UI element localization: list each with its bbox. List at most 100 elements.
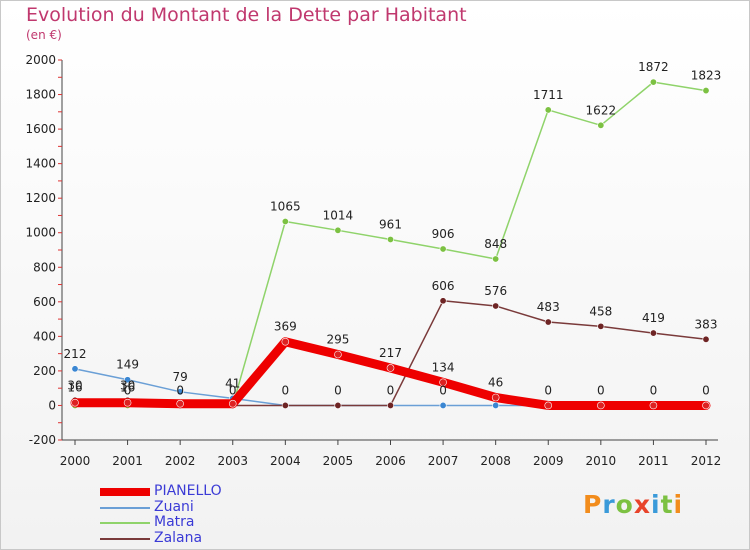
x-tick-label: 2007 xyxy=(428,454,459,468)
legend-item-zalana: Zalana xyxy=(100,529,320,547)
data-label-zuani: 149 xyxy=(116,358,139,372)
axes: -200020040060080010001200140016001800200… xyxy=(25,53,721,468)
legend-label: PIANELLO xyxy=(154,483,222,499)
data-point-pianello xyxy=(597,401,605,410)
data-label-pianello: 134 xyxy=(432,360,455,374)
data-label-matra: 1823 xyxy=(691,69,722,83)
data-point-pianello xyxy=(334,350,342,359)
legend-swatch xyxy=(100,537,150,540)
logo-letter: P xyxy=(583,490,603,519)
chart-title: Evolution du Montant de la Dette par Hab… xyxy=(26,4,467,26)
legend-item-zuani: Zuani xyxy=(100,498,320,516)
logo-letter: x xyxy=(633,490,651,519)
x-tick-label: 2006 xyxy=(375,454,406,468)
data-label-pianello: 0 xyxy=(650,383,658,397)
data-point-zalana xyxy=(544,318,552,326)
data-label-pianello: 295 xyxy=(326,333,349,347)
data-label-matra: 1622 xyxy=(586,103,617,117)
x-tick-label: 2008 xyxy=(480,454,511,468)
data-point-matra xyxy=(702,87,710,95)
chart-unit: (en €) xyxy=(26,28,62,42)
data-label-zalana: 576 xyxy=(484,284,507,298)
data-label-matra: 1872 xyxy=(638,60,669,74)
y-tick-label: 1200 xyxy=(25,191,56,205)
data-label-matra: 0 xyxy=(124,383,132,397)
data-label-pianello: 16 xyxy=(67,381,82,395)
x-tick-label: 2000 xyxy=(60,454,91,468)
data-point-zalana xyxy=(334,401,342,409)
y-tick-label: 400 xyxy=(33,329,56,343)
x-tick-label: 2004 xyxy=(270,454,301,468)
data-point-matra xyxy=(492,255,500,263)
data-point-zuani xyxy=(71,365,79,373)
legend: PIANELLO Zuani Matra Zalana xyxy=(100,483,320,547)
legend-item-matra: Matra xyxy=(100,514,320,531)
proxiti-logo: Proxiti xyxy=(583,490,683,519)
data-point-pianello xyxy=(176,399,184,408)
data-point-pianello xyxy=(702,401,710,410)
x-tick-label: 2003 xyxy=(217,454,248,468)
x-tick-label: 2009 xyxy=(533,454,564,468)
data-label-zalana: 483 xyxy=(537,300,560,314)
data-point-zalana xyxy=(597,322,605,330)
y-tick-label: 600 xyxy=(33,295,56,309)
data-label-matra: 961 xyxy=(379,217,402,231)
y-tick-label: 1000 xyxy=(25,226,56,240)
x-tick-label: 2011 xyxy=(638,454,669,468)
data-point-matra xyxy=(439,245,447,253)
data-label-zalana: 606 xyxy=(432,279,455,293)
data-label-pianello: 0 xyxy=(544,383,552,397)
legend-item-pianello: PIANELLO xyxy=(100,483,320,500)
data-point-matra xyxy=(649,78,657,86)
data-label-zuani: 0 xyxy=(439,383,447,397)
legend-swatch xyxy=(100,506,150,509)
data-point-pianello xyxy=(386,364,395,372)
data-point-zalana xyxy=(649,329,657,337)
data-label-pianello: 0 xyxy=(702,383,710,397)
logo-letter: i xyxy=(673,490,684,519)
y-tick-label: 1600 xyxy=(25,122,56,136)
data-point-matra xyxy=(597,121,605,129)
data-point-pianello xyxy=(649,401,658,410)
series-layer xyxy=(70,78,711,410)
data-label-matra: 1014 xyxy=(323,208,354,222)
data-point-zalana xyxy=(492,302,500,310)
data-point-matra xyxy=(544,106,552,114)
x-tick-label: 2012 xyxy=(691,454,722,468)
x-tick-label: 2010 xyxy=(586,454,617,468)
data-label-zalana: 383 xyxy=(695,317,718,331)
legend-swatch xyxy=(100,488,150,496)
data-point-matra xyxy=(386,235,394,243)
data-point-zalana xyxy=(702,335,710,343)
legend-label: Zalana xyxy=(154,529,203,546)
data-point-zuani xyxy=(124,376,132,384)
data-point-matra xyxy=(281,218,289,226)
y-tick-label: 0 xyxy=(48,398,56,412)
legend-label: Zuani xyxy=(154,498,194,515)
data-point-zuani xyxy=(439,401,447,409)
data-label-zuani: 41 xyxy=(225,376,240,390)
x-tick-label: 2002 xyxy=(165,454,196,468)
y-tick-label: 2000 xyxy=(25,53,56,67)
logo-letter: t xyxy=(660,490,674,519)
y-tick-label: -200 xyxy=(29,433,56,447)
data-point-zuani xyxy=(492,401,500,409)
data-point-pianello xyxy=(71,398,79,407)
y-tick-label: 200 xyxy=(33,364,56,378)
data-label-pianello: 369 xyxy=(274,320,297,334)
data-label-zalana: 30 xyxy=(67,378,82,392)
data-label-zuani: 212 xyxy=(64,347,87,361)
data-label-zalana: 0 xyxy=(176,383,184,397)
data-label-matra: 848 xyxy=(484,237,507,251)
logo-letter: o xyxy=(615,490,634,519)
x-tick-label: 2005 xyxy=(323,454,354,468)
data-label-pianello: 0 xyxy=(597,383,605,397)
legend-swatch xyxy=(100,522,150,524)
data-label-matra: 1065 xyxy=(270,200,301,214)
logo-letter: i xyxy=(651,490,661,519)
data-label-pianello: 217 xyxy=(379,346,402,360)
x-tick-label: 2001 xyxy=(112,454,143,468)
